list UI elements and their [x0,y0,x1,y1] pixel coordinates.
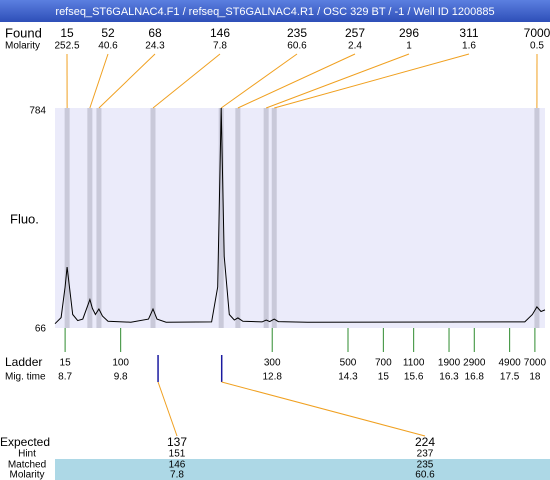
found-molarity-label: Molarity [5,41,40,52]
y-tick-label: 66 [35,324,47,335]
peak-connector [237,53,356,109]
expected-connector [157,381,178,437]
found-size: 296 [399,26,419,40]
y-tick-label: 784 [29,106,46,117]
ladder-size: 15 [60,358,72,369]
ladder-time: 15 [378,372,390,383]
ladder-size: 100 [112,358,129,369]
matched-band [55,459,550,480]
found-size: 52 [101,26,115,40]
ladder-size: 4900 [499,358,522,369]
matched-label: Matched [8,460,46,471]
expected-size: 137 [167,435,187,449]
peak-band [64,108,70,328]
hint-value: 237 [417,449,434,460]
ladder-size: 500 [340,358,357,369]
title-bar [0,0,550,22]
peak-band [150,108,156,328]
found-size: 7000 [524,26,550,40]
found-size: 235 [287,26,307,40]
found-label: Found [5,25,42,40]
expected-label: Expected [0,435,50,449]
peak-band [96,108,102,328]
peak-band [534,108,540,328]
ladder-time: 16.3 [439,372,459,383]
found-molarity: 1.6 [462,41,476,52]
ladder-time: 15.6 [404,372,424,383]
peak-connector [220,53,298,109]
ladder-time: 9.8 [114,372,128,383]
peak-connector [265,53,410,109]
found-size: 146 [210,26,230,40]
found-size: 68 [148,26,162,40]
ladder-size: 1100 [403,358,425,369]
molarity-value: 60.6 [415,470,435,480]
ladder-time: 14.3 [338,372,358,383]
matched-value: 146 [169,460,186,471]
peak-band [263,108,269,328]
expected-connector [221,381,426,437]
found-size: 15 [60,26,74,40]
ladder-time: 18 [529,372,541,383]
y-axis-label: Fluo. [10,211,39,226]
plot-area [55,108,545,328]
ladder-label: Ladder [5,355,42,369]
trace [54,107,546,325]
found-molarity: 24.3 [145,41,165,52]
found-molarity: 1 [406,41,412,52]
found-molarity: 60.6 [287,41,307,52]
peak-connector [152,53,221,109]
matched-value: 235 [417,460,434,471]
ladder-time: 12.8 [262,372,282,383]
ladder-size: 300 [264,358,281,369]
title: refseq_ST6GALNAC4.F1 / refseq_ST6GALNAC4… [55,6,494,18]
hint-label: Hint [18,449,36,460]
ladder-size: 2900 [463,358,486,369]
peak-connector [89,53,109,109]
peak-connector [98,53,156,109]
hint-value: 151 [169,449,186,460]
ladder-time: 8.7 [58,372,72,383]
found-molarity: 2.4 [348,41,362,52]
found-molarity: 252.5 [54,41,79,52]
ladder-size: 700 [375,358,392,369]
peak-connector [274,53,470,109]
peak-band [218,108,224,328]
found-molarity: 7.8 [213,41,227,52]
found-size: 311 [459,26,478,40]
found-molarity: 40.6 [98,41,118,52]
ladder-time: 16.8 [465,372,485,383]
ladder-size: 1900 [438,358,461,369]
peak-band [271,108,277,328]
found-size: 257 [345,26,365,40]
molarity-value: 7.8 [170,470,184,480]
peak-band [235,108,241,328]
ladder-time: 17.5 [500,372,520,383]
expected-size: 224 [415,435,435,449]
ladder-size: 7000 [524,358,547,369]
mig-time-label: Mig. time [5,372,46,383]
molarity-label: Molarity [9,470,44,480]
found-molarity: 0.5 [530,41,544,52]
peak-band [87,108,93,328]
